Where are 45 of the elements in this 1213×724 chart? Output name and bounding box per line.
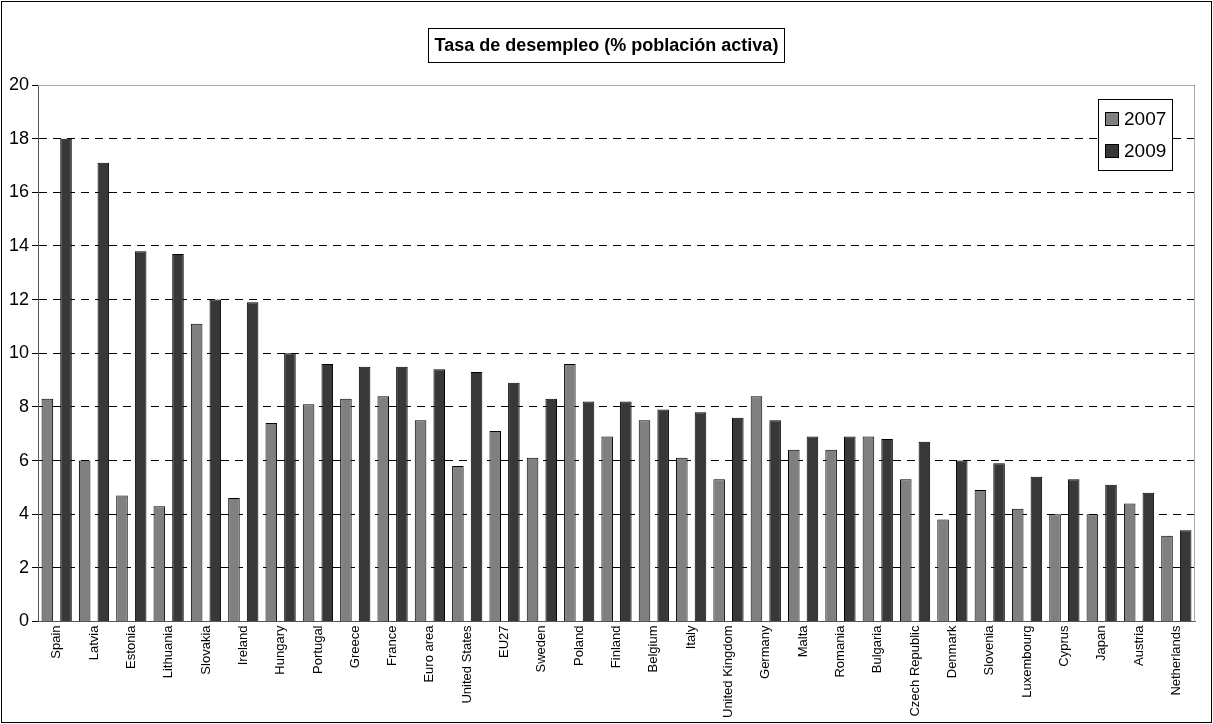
- x-tick-label: Denmark: [943, 625, 959, 679]
- x-tick-label: Malta: [794, 624, 810, 658]
- x-tick-label: Germany: [757, 625, 773, 679]
- x-tick-label: Lithuania: [160, 624, 176, 679]
- y-tick-label: 0: [19, 610, 30, 631]
- x-tick-label: Poland: [570, 625, 586, 666]
- x-tick-label: Belgium: [645, 625, 661, 673]
- y-tick-label: 12: [8, 288, 30, 309]
- chart-title: Tasa de desempleo (% población activa): [427, 28, 786, 63]
- x-tick-label: EU27: [496, 625, 512, 659]
- x-tick-label: Austria: [1130, 624, 1146, 666]
- x-tick-label: Latvia: [85, 624, 101, 661]
- x-tick-label: Czech Republic: [906, 625, 922, 717]
- x-tick-label: United States: [458, 625, 474, 704]
- y-tick-label: 16: [8, 181, 30, 202]
- x-tick-label: Romania: [832, 624, 848, 678]
- x-tick-label: Japan: [1093, 625, 1109, 661]
- x-tick-label: Estonia: [122, 624, 138, 669]
- x-tick-label: Greece: [346, 625, 362, 669]
- x-tick-label: Italy: [682, 625, 698, 650]
- y-tick-label: 18: [8, 127, 30, 148]
- y-tick-label: 2: [19, 556, 30, 577]
- x-tick-label: Bulgaria: [869, 624, 885, 674]
- x-tick-label: Finland: [608, 625, 624, 669]
- y-tick-label: 14: [8, 234, 30, 255]
- x-tick-label: Cyprus: [1055, 625, 1071, 667]
- y-tick-label: 20: [8, 73, 30, 94]
- legend-label: 2009: [1124, 140, 1167, 162]
- x-tick-label: Spain: [48, 625, 64, 659]
- x-tick-label: Slovakia: [197, 624, 213, 675]
- x-tick-label: Ireland: [234, 625, 250, 666]
- x-tick-label: Euro area: [421, 624, 437, 683]
- y-tick-label: 6: [19, 449, 30, 470]
- y-tick-label: 8: [19, 395, 30, 416]
- x-tick-label: Netherlands: [1167, 625, 1183, 696]
- x-tick-label: Luxembourg: [1018, 625, 1034, 698]
- x-tick-label: Portugal: [309, 625, 325, 674]
- x-tick-label: Sweden: [533, 625, 549, 673]
- legend-label: 2007: [1124, 108, 1167, 130]
- x-tick-label: United Kingdom: [720, 625, 736, 718]
- y-tick-label: 10: [8, 342, 30, 363]
- x-tick-label: Hungary: [272, 625, 288, 675]
- x-tick-label: Slovenia: [981, 624, 997, 676]
- y-tick-label: 4: [19, 503, 30, 524]
- x-tick-label: France: [384, 625, 400, 666]
